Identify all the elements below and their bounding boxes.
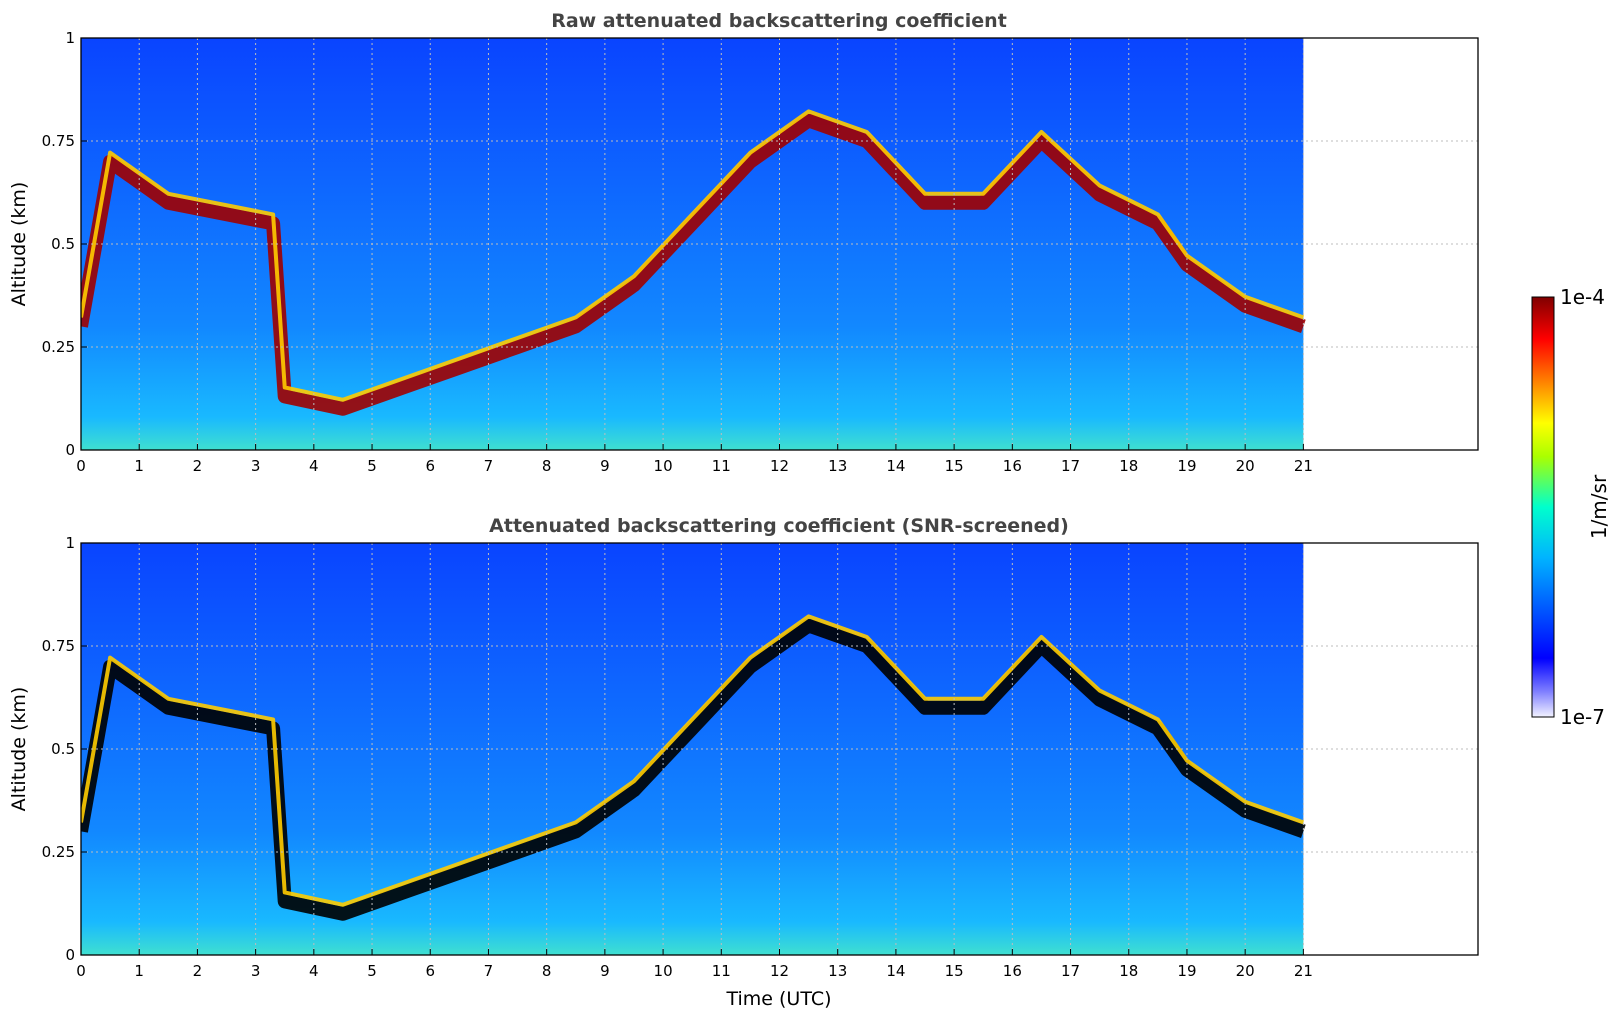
colorbar: 1e-4 1e-7 1/m/sr xyxy=(1531,285,1611,729)
panel-raw-x-tick-label: 5 xyxy=(367,457,377,475)
panel-snr-x-tick-label: 3 xyxy=(251,962,261,980)
panel-snr-grid xyxy=(81,543,1478,955)
panel-snr-x-tick-label: 12 xyxy=(770,962,789,980)
panel-raw-x-tick-label: 21 xyxy=(1294,457,1313,475)
panel-snr-x-tick-label: 14 xyxy=(886,962,905,980)
panel-snr-y-ticks: 0 0.25 0.5 0.75 1 xyxy=(42,534,87,964)
panel-raw-y-tick-label: 0.5 xyxy=(51,235,75,253)
panel-snr: Attenuated backscattering coefficient (S… xyxy=(8,515,1479,1010)
panel-raw-x-tick-label: 1 xyxy=(134,457,144,475)
panel-snr-x-tick-label: 17 xyxy=(1061,962,1080,980)
panel-snr-x-tick-label: 15 xyxy=(945,962,964,980)
panel-snr-x-tick-label: 16 xyxy=(1003,962,1022,980)
panel-raw-grid xyxy=(81,38,1478,450)
panel-snr-x-ticks: 0 1 2 3 4 5 6 7 8 9 10 11 12 13 14 15 16 17 18 19 20 21 xyxy=(76,949,1313,980)
panel-snr-x-tick-label: 0 xyxy=(76,962,86,980)
panel-snr-x-tick-label: 9 xyxy=(600,962,610,980)
panel-snr-x-tick-label: 21 xyxy=(1294,962,1313,980)
panel-snr-y-tick-label: 0.75 xyxy=(42,637,75,655)
panel-raw-y-tick-label: 0.25 xyxy=(42,338,75,356)
panel-raw-x-tick-label: 2 xyxy=(193,457,203,475)
panel-raw-x-tick-label: 18 xyxy=(1119,457,1138,475)
panel-raw-x-tick-label: 20 xyxy=(1236,457,1255,475)
panel-snr-x-tick-label: 5 xyxy=(367,962,377,980)
panel-raw-y-tick-label: 1 xyxy=(65,29,75,47)
colorbar-max-label: 1e-4 xyxy=(1560,285,1605,309)
panel-snr-x-tick-label: 1 xyxy=(134,962,144,980)
panel-raw-x-tick-label: 8 xyxy=(542,457,552,475)
panel-raw: Raw attenuated backscattering coefficien… xyxy=(8,10,1479,475)
panel-raw-x-ticks: 0 1 2 3 4 5 6 7 8 9 10 11 12 13 14 15 16 17 18 19 20 21 xyxy=(76,444,1313,475)
panel-snr-y-tick-label: 0.5 xyxy=(51,740,75,758)
panel-raw-y-tick-label: 0 xyxy=(65,441,75,459)
panel-snr-x-tick-label: 10 xyxy=(654,962,673,980)
panel-raw-x-tick-label: 12 xyxy=(770,457,789,475)
panel-raw-cloud-layer-edge xyxy=(81,109,1305,402)
panel-snr-x-tick-label: 2 xyxy=(193,962,203,980)
panel-snr-xlabel: Time (UTC) xyxy=(725,988,831,1010)
panel-snr-x-tick-label: 4 xyxy=(309,962,319,980)
panel-raw-x-tick-label: 9 xyxy=(600,457,610,475)
panel-snr-ylabel: Altitude (km) xyxy=(8,687,30,812)
panel-raw-x-tick-label: 16 xyxy=(1003,457,1022,475)
panel-raw-x-tick-label: 0 xyxy=(76,457,86,475)
panel-raw-x-tick-label: 14 xyxy=(886,457,905,475)
panel-raw-x-tick-label: 10 xyxy=(654,457,673,475)
panel-raw-x-tick-label: 19 xyxy=(1177,457,1196,475)
panel-raw-x-tick-label: 17 xyxy=(1061,457,1080,475)
panel-snr-cloud-layer-edge xyxy=(81,614,1305,907)
panel-raw-x-tick-label: 3 xyxy=(251,457,261,475)
panel-raw-title: Raw attenuated backscattering coefficien… xyxy=(551,10,1007,32)
panel-snr-x-tick-label: 20 xyxy=(1236,962,1255,980)
colorbar-min-label: 1e-7 xyxy=(1560,705,1605,729)
panel-snr-y-tick-label: 0.25 xyxy=(42,843,75,861)
panel-raw-x-tick-label: 7 xyxy=(484,457,494,475)
panel-snr-x-tick-label: 18 xyxy=(1119,962,1138,980)
panel-raw-y-tick-label: 0.75 xyxy=(42,132,75,150)
panel-snr-x-tick-label: 11 xyxy=(712,962,731,980)
panel-snr-title: Attenuated backscattering coefficient (S… xyxy=(489,515,1069,537)
panel-raw-x-tick-label: 6 xyxy=(425,457,435,475)
panel-raw-x-tick-label: 4 xyxy=(309,457,319,475)
panel-raw-x-tick-label: 15 xyxy=(945,457,964,475)
panel-raw-y-ticks: 0 0.25 0.5 0.75 1 xyxy=(42,29,87,459)
panel-snr-x-tick-label: 7 xyxy=(484,962,494,980)
panel-raw-ylabel: Altitude (km) xyxy=(8,182,30,307)
panel-raw-x-tick-label: 13 xyxy=(828,457,847,475)
panel-snr-y-tick-label: 0 xyxy=(65,946,75,964)
panel-snr-x-tick-label: 19 xyxy=(1177,962,1196,980)
panel-snr-x-tick-label: 13 xyxy=(828,962,847,980)
panel-snr-x-tick-label: 6 xyxy=(425,962,435,980)
colorbar-scale xyxy=(1531,296,1555,718)
panel-snr-x-tick-label: 8 xyxy=(542,962,552,980)
panel-snr-y-tick-label: 1 xyxy=(65,534,75,552)
panel-raw-x-tick-label: 11 xyxy=(712,457,731,475)
colorbar-unit-label: 1/m/sr xyxy=(1587,474,1611,539)
